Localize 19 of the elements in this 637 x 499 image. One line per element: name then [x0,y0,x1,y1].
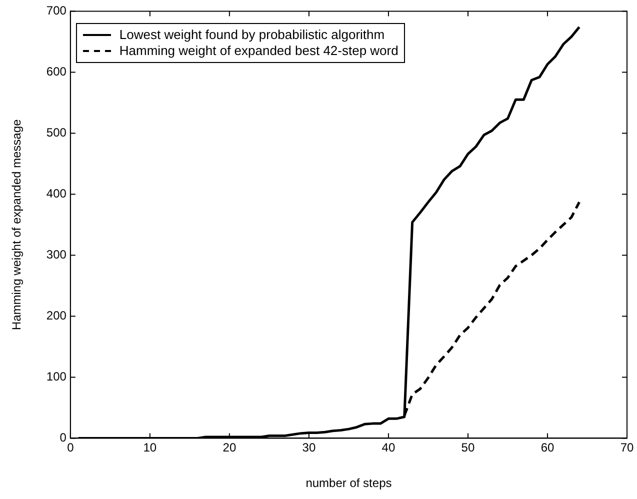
y-tick-label: 200 [46,308,67,323]
x-axis-title: number of steps [306,476,392,490]
y-axis-title: Hamming weight of expanded message [10,118,24,330]
x-tick-label: 30 [302,440,316,455]
y-tick-label: 400 [46,186,67,201]
y-tick-label: 700 [46,4,67,18]
x-tick-label: 20 [222,440,236,455]
x-tick-label: 60 [540,440,554,455]
y-tick-label: 500 [46,126,67,140]
x-tick-label: 70 [620,440,634,455]
x-tick-label: 40 [382,440,396,455]
y-tick-label: 300 [46,248,67,262]
y-tick-label: 100 [46,370,67,384]
legend-label: Hamming weight of expanded best 42-step word [119,43,398,60]
y-tick-label: 600 [46,64,67,79]
legend-label: Lowest weight found by probabilistic algorithm [119,27,385,44]
y-tick-label: 0 [60,430,67,445]
x-tick-label: 10 [143,440,157,455]
x-tick-label: 50 [461,440,475,455]
